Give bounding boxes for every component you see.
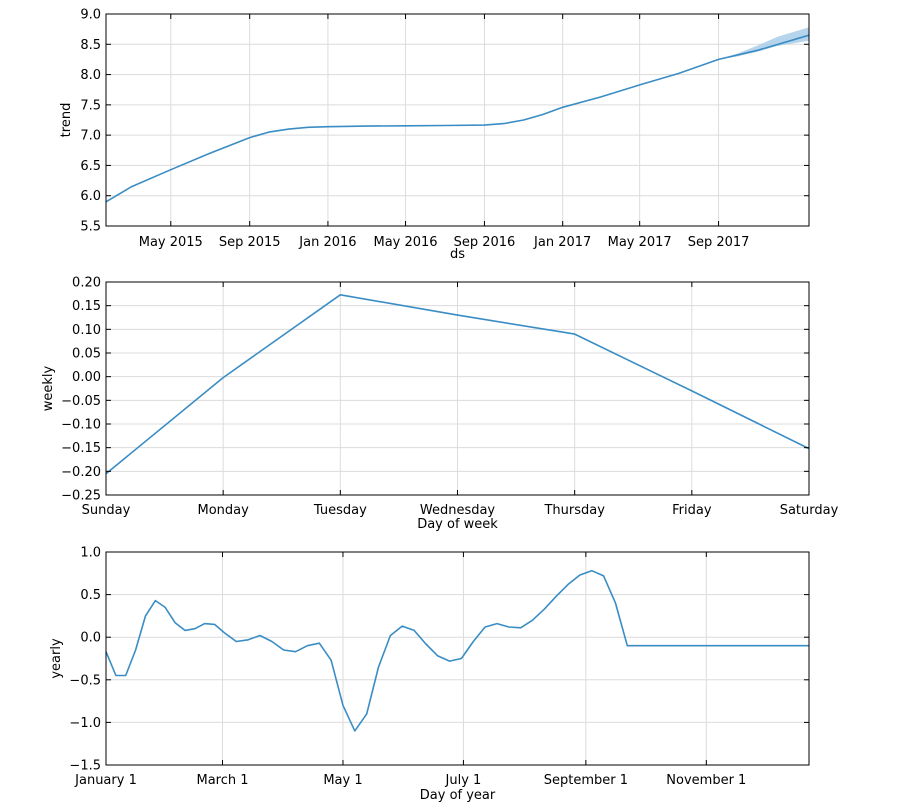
y-tick-label: 7.5 <box>80 98 101 113</box>
y-tick-label: 0.05 <box>72 347 101 362</box>
chart-panel-1: 5.5 6.0 6.5 7.0 7.5 8.0 8.5 9.0 May 2015 Sep 2015… <box>59 8 810 262</box>
series-line-weekly <box>105 294 810 475</box>
x-axis-label: ds <box>450 247 465 262</box>
y-tick-label: 0.15 <box>72 299 101 314</box>
x-tick-label: September 1 <box>544 773 628 788</box>
chart-panel-3: −1.5 −1.0 −0.5 0.0 0.5 1.0 January 1 March 1 May… <box>49 546 810 803</box>
y-axis-label: yearly <box>49 638 64 679</box>
y-tick-label: 0.5 <box>80 588 101 603</box>
y-tick-label: 5.5 <box>80 220 101 235</box>
x-tick-label: Friday <box>672 503 712 518</box>
y-tick-label: 6.0 <box>80 189 101 204</box>
x-tick-label: Sep 2016 <box>454 235 516 250</box>
x-tick-label: January 1 <box>74 773 137 788</box>
y-tick-label: 9.0 <box>80 8 101 23</box>
x-tick-label: Jan 2017 <box>533 235 591 250</box>
x-tick-label: Sep 2015 <box>219 235 281 250</box>
y-tick-label: −1.5 <box>69 759 101 774</box>
y-tick-label: −0.10 <box>61 418 101 433</box>
y-tick-label: 0.10 <box>72 323 101 338</box>
y-tick-label: −0.15 <box>61 441 101 456</box>
chart-panel-2: −0.25 −0.20 −0.15 −0.10 −0.05 0.00 0.05 0.10 0.1… <box>41 276 839 533</box>
y-tick-label: 8.5 <box>80 38 101 53</box>
plot-frame <box>105 13 810 227</box>
y-tick-label: 0.0 <box>80 631 101 646</box>
y-tick-label: −0.20 <box>61 465 101 480</box>
y-tick-label: −0.25 <box>61 489 101 504</box>
y-tick-label: −0.5 <box>69 673 101 688</box>
y-tick-label: 6.5 <box>80 159 101 174</box>
x-tick-label: May 2017 <box>608 235 672 250</box>
x-tick-label: May 1 <box>323 773 362 788</box>
y-tick-label: −0.05 <box>61 394 101 409</box>
x-tick-label: November 1 <box>666 773 746 788</box>
x-tick-label: Tuesday <box>313 503 367 518</box>
x-tick-label: Sunday <box>82 503 131 518</box>
y-tick-label: 0.00 <box>72 370 101 385</box>
y-tick-label: 0.20 <box>72 276 101 291</box>
uncertainty-band <box>718 27 809 60</box>
y-tick-label: 8.0 <box>80 68 101 83</box>
x-tick-label: Saturday <box>780 503 839 518</box>
x-tick-label: Jan 2016 <box>298 235 356 250</box>
x-tick-label: May 2016 <box>373 235 437 250</box>
x-tick-label: Monday <box>198 503 250 518</box>
x-axis-label: Day of year <box>420 788 496 803</box>
x-tick-label: July 1 <box>445 773 482 788</box>
series-line-trend <box>105 34 810 203</box>
y-tick-label: 1.0 <box>80 546 101 561</box>
x-tick-label: May 2015 <box>139 235 203 250</box>
y-axis-label: weekly <box>41 365 56 411</box>
series-line-yearly <box>105 569 809 732</box>
x-tick-label: Sep 2017 <box>688 235 750 250</box>
y-tick-label: 7.0 <box>80 129 101 144</box>
plot-frame <box>105 551 810 766</box>
x-tick-label: Wednesday <box>420 503 496 518</box>
y-axis-label: trend <box>59 103 74 138</box>
x-axis-label: Day of week <box>417 517 498 532</box>
y-tick-label: −1.0 <box>69 716 101 731</box>
x-tick-label: March 1 <box>196 773 248 788</box>
x-tick-label: Thursday <box>543 503 605 518</box>
